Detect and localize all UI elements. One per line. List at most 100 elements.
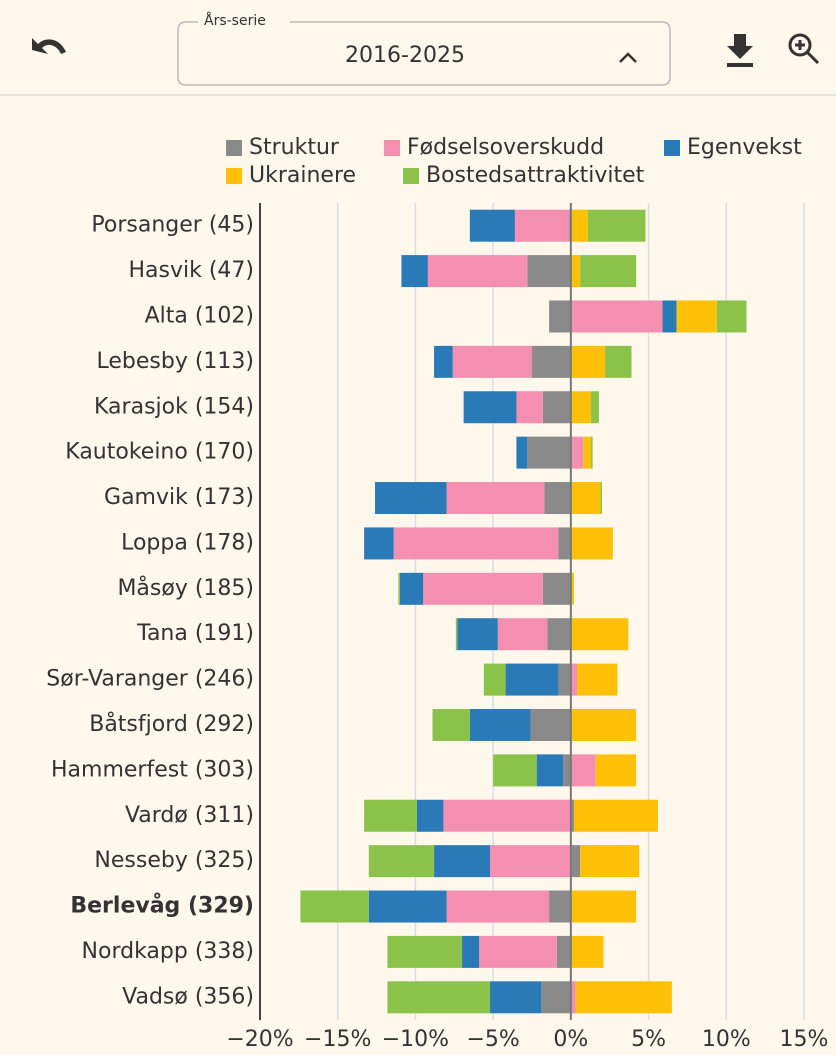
chevron-icon — [619, 52, 637, 63]
bar-segment — [570, 255, 581, 288]
bar-segment — [490, 845, 571, 878]
category-label: Berlevåg (329) — [70, 893, 254, 919]
bar-segment — [455, 618, 458, 651]
x-tick-label: 15% — [780, 1027, 829, 1052]
bar-segment — [570, 981, 576, 1014]
bar-segment — [570, 527, 613, 560]
legend-label: Fødselsoverskudd — [407, 135, 604, 160]
bar-segment — [570, 618, 629, 651]
bar-segment — [434, 845, 491, 878]
bar-segment — [527, 255, 571, 288]
select-label: Års-serie — [204, 12, 266, 29]
category-label: Loppa (178) — [121, 530, 254, 555]
bar-segment — [387, 935, 463, 968]
bar-segment — [393, 527, 559, 560]
category-label: Sør-Varanger (246) — [46, 667, 254, 692]
bar-segment — [530, 708, 571, 741]
bar-segment — [469, 708, 531, 741]
bar-segment — [514, 209, 570, 242]
bar-segment — [570, 436, 584, 469]
bar-segment — [497, 618, 548, 651]
x-tick-label: −5% — [466, 1027, 519, 1052]
category-label: Karasjok (154) — [94, 394, 254, 419]
bar-segment — [416, 799, 444, 832]
bar-segment — [716, 300, 747, 333]
undo-button[interactable] — [32, 38, 66, 54]
legend-swatch — [403, 168, 419, 184]
bar-segment — [368, 845, 435, 878]
bar-segment — [570, 663, 578, 696]
category-label: Tana (191) — [136, 621, 254, 646]
x-tick-label: −15% — [304, 1027, 371, 1052]
category-label: Porsanger (45) — [91, 213, 254, 238]
bar-segment — [541, 981, 571, 1014]
undo-icon — [32, 38, 66, 54]
bar-segment — [462, 935, 480, 968]
bar-segment — [547, 618, 571, 651]
bar-segment — [434, 345, 453, 378]
bar-segment — [469, 209, 515, 242]
category-label: Vardø (311) — [125, 803, 254, 828]
bar-segment — [527, 436, 571, 469]
bar-segment — [398, 572, 400, 605]
zoom-button[interactable] — [788, 33, 820, 65]
category-label: Gamvik (173) — [104, 485, 254, 510]
bar-segment — [375, 482, 447, 515]
bar-segment — [446, 890, 550, 923]
bar-segment — [479, 935, 557, 968]
download-button[interactable] — [727, 34, 753, 67]
download-icon — [727, 34, 753, 67]
bar-segment — [423, 572, 543, 605]
bar-segment — [580, 255, 637, 288]
legend-label: Egenvekst — [687, 135, 802, 160]
bar-segment — [570, 708, 637, 741]
x-tick-label: −20% — [226, 1027, 293, 1052]
bar-segment — [490, 981, 542, 1014]
bar-segment — [570, 845, 581, 878]
category-label: Hasvik (47) — [128, 258, 254, 283]
bar-segment — [600, 482, 602, 515]
bar-segment — [570, 935, 604, 968]
bar-segment — [505, 663, 559, 696]
bar-segment — [580, 845, 640, 878]
zoom-icon — [788, 33, 812, 57]
select-value: 2016-2025 — [345, 43, 465, 68]
category-label: Hammerfest (303) — [51, 757, 254, 782]
bar-segment — [493, 754, 537, 787]
x-tick-label: 5% — [631, 1027, 666, 1052]
category-label: Nordkapp (338) — [82, 939, 254, 964]
bar-segment — [570, 799, 574, 832]
category-label: Kautokeino (170) — [65, 440, 254, 465]
category-label: Alta (102) — [145, 303, 254, 328]
bar-segment — [532, 345, 571, 378]
legend-label: Struktur — [249, 135, 340, 160]
bar-segment — [300, 890, 369, 923]
legend-label: Bostedsattraktivitet — [426, 163, 645, 188]
bar-segment — [570, 754, 596, 787]
bar-segment — [443, 799, 571, 832]
bar-segment — [542, 572, 571, 605]
bar-segment — [563, 754, 571, 787]
category-label: Nesseby (325) — [94, 848, 254, 873]
category-label: Måsøy (185) — [117, 575, 254, 601]
bar-segment — [549, 890, 571, 923]
bar-segment — [558, 663, 571, 696]
select-outline — [177, 21, 671, 86]
bar-segment — [483, 663, 506, 696]
bar-segment — [536, 754, 564, 787]
legend-swatch — [664, 140, 680, 156]
bar-segment — [577, 663, 618, 696]
bar-segment — [463, 391, 517, 424]
series-select[interactable]: Års-serie 2016-2025 — [177, 12, 671, 86]
bar-segment — [605, 345, 632, 378]
bar-segment — [401, 255, 428, 288]
bar-segment — [570, 300, 663, 333]
bar-segment — [432, 708, 470, 741]
bar-segment — [556, 935, 571, 968]
category-label: Vadsø (356) — [122, 984, 254, 1009]
zoom-icon-detail — [795, 40, 820, 65]
legend-label: Ukrainere — [249, 163, 356, 188]
bar-segment — [516, 391, 543, 424]
bar-segment — [446, 482, 545, 515]
